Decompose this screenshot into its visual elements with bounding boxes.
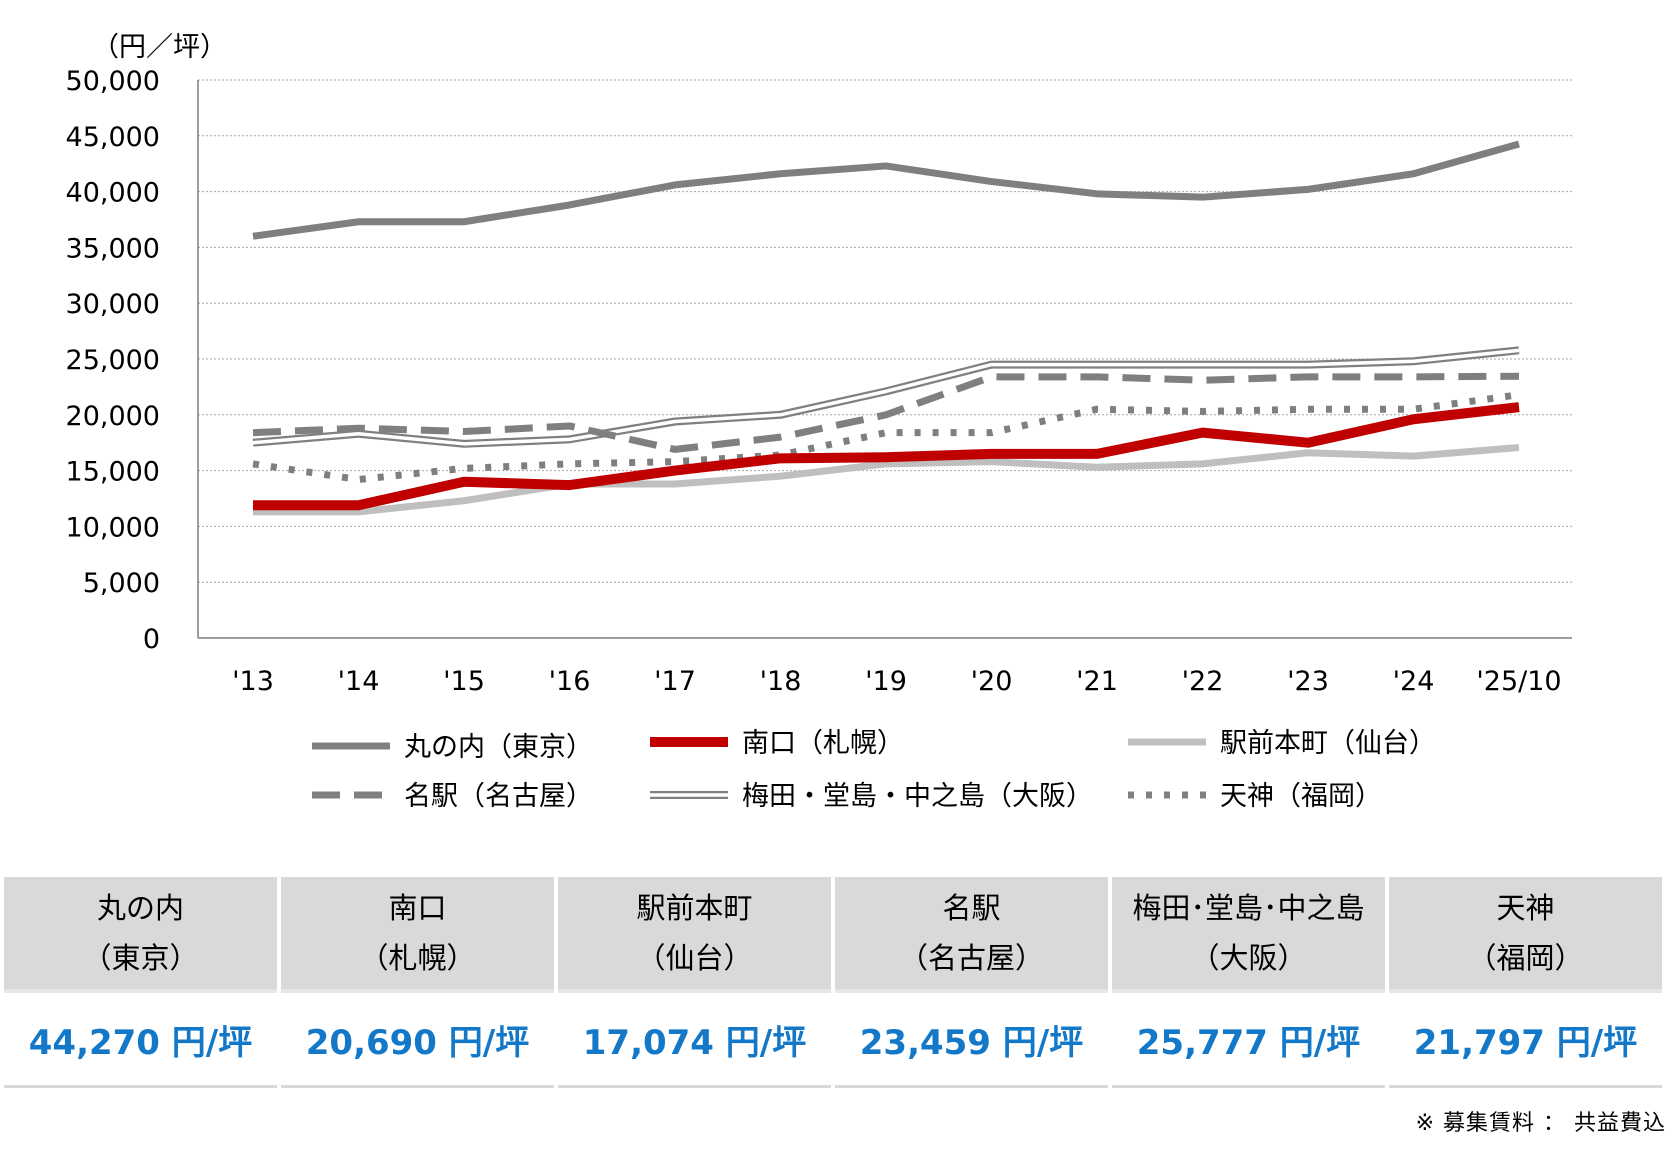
x-tick-label: '19: [865, 666, 907, 697]
summary-header-cell: 丸の内 （東京）: [4, 877, 277, 989]
summary-value-cell: 23,459 円/坪: [835, 989, 1108, 1088]
y-tick-label: 5,000: [83, 568, 160, 599]
x-tick-label: '15: [443, 666, 485, 697]
summary-value-cell: 44,270 円/坪: [4, 989, 277, 1088]
summary-area-name: 天神: [1496, 891, 1555, 925]
series-line-5: [252, 391, 1520, 484]
summary-city-name: （仙台）: [636, 941, 753, 975]
series-line-2: [253, 443, 1520, 516]
summary-value-cell: 20,690 円/坪: [281, 989, 554, 1088]
x-tick-label: '16: [549, 666, 591, 697]
y-tick-label: 25,000: [66, 345, 160, 376]
summary-area-name: 丸の内: [96, 891, 184, 925]
x-tick-label: '14: [338, 666, 380, 697]
summary-header-cell: 梅田･堂島･中之島 （大阪）: [1112, 877, 1385, 989]
x-tick-label: '21: [1076, 666, 1118, 697]
summary-header-cell: 駅前本町 （仙台）: [558, 877, 831, 989]
series-line-0: [252, 140, 1520, 240]
summary-area-name: 駅前本町: [636, 891, 753, 925]
y-tick-label: 40,000: [66, 178, 160, 209]
x-tick-label: '25/10: [1476, 666, 1561, 697]
summary-table: 丸の内 （東京） 南口 （札幌） 駅前本町 （仙台） 名駅 （名古屋） 梅田･堂島･中之島 （大阪…: [4, 877, 1670, 1088]
summary-header-cell: 名駅 （名古屋）: [835, 877, 1108, 989]
legend: 丸の内（東京） 南口（札幌） 駅前本町（仙台） 名駅（名古屋） 梅田・堂島・中之島（大阪…: [312, 728, 1436, 812]
y-tick-label: 20,000: [66, 401, 160, 432]
summary-city-name: （名古屋）: [898, 941, 1044, 975]
summary-city-name: （札幌）: [359, 941, 476, 975]
summary-city-name: （大阪）: [1190, 941, 1307, 975]
summary-area-name: 名駅: [942, 891, 1001, 925]
legend-label: 南口（札幌）: [742, 728, 904, 759]
series-lines: [252, 140, 1520, 516]
summary-value-row: 44,270 円/坪 20,690 円/坪 17,074 円/坪 23,459 円/坪…: [4, 989, 1662, 1088]
summary-value-cell: 21,797 円/坪: [1389, 989, 1662, 1088]
gridlines: [198, 79, 1572, 583]
legend-label: 天神（福岡）: [1220, 781, 1382, 812]
series-line-1: [253, 402, 1520, 511]
y-tick-label: 15,000: [66, 457, 160, 488]
y-axis-unit-label: （円／坪）: [92, 32, 227, 63]
x-tick-label: '17: [654, 666, 696, 697]
summary-value-cell: 17,074 円/坪: [558, 989, 831, 1088]
y-tick-label: 45,000: [66, 122, 160, 153]
y-tick-label: 0: [143, 624, 160, 655]
x-tick-label: '24: [1393, 666, 1435, 697]
footnote: ※ 募集賃料 ： 共益費込: [1415, 1111, 1666, 1136]
y-tick-label: 35,000: [66, 233, 160, 264]
x-tick-label: '22: [1182, 666, 1224, 697]
axes: 0 5,000 10,000 15,000 20,000 25,000 30,000 35,0…: [66, 66, 1572, 697]
x-tick-label: '13: [232, 666, 274, 697]
summary-city-name: （福岡）: [1467, 941, 1584, 975]
summary-area-name: 梅田･堂島･中之島: [1132, 891, 1365, 925]
y-tick-label: 10,000: [66, 512, 160, 543]
summary-header-cell: 天神 （福岡）: [1389, 877, 1662, 989]
series-line-3: [252, 372, 1520, 453]
y-tick-label: 30,000: [66, 289, 160, 320]
summary-header-cell: 南口 （札幌）: [281, 877, 554, 989]
x-tick-label: '18: [760, 666, 802, 697]
legend-label: 名駅（名古屋）: [404, 781, 593, 812]
line-chart: 0 5,000 10,000 15,000 20,000 25,000 30,000 35,0…: [66, 32, 1572, 812]
summary-area-name: 南口: [388, 891, 447, 925]
x-tick-label: '23: [1287, 666, 1329, 697]
x-tick-label: '20: [971, 666, 1013, 697]
summary-city-name: （東京）: [82, 941, 199, 975]
summary-value-cell: 25,777 円/坪: [1112, 989, 1385, 1088]
y-tick-label: 50,000: [66, 66, 160, 97]
legend-label: 丸の内（東京）: [404, 732, 593, 763]
summary-header-row: 丸の内 （東京） 南口 （札幌） 駅前本町 （仙台） 名駅 （名古屋） 梅田･堂島･中之島 （大阪…: [4, 877, 1662, 989]
legend-label: 梅田・堂島・中之島（大阪）: [742, 781, 1093, 812]
series-line-4-inner: [252, 348, 1520, 446]
legend-label: 駅前本町（仙台）: [1220, 728, 1436, 759]
